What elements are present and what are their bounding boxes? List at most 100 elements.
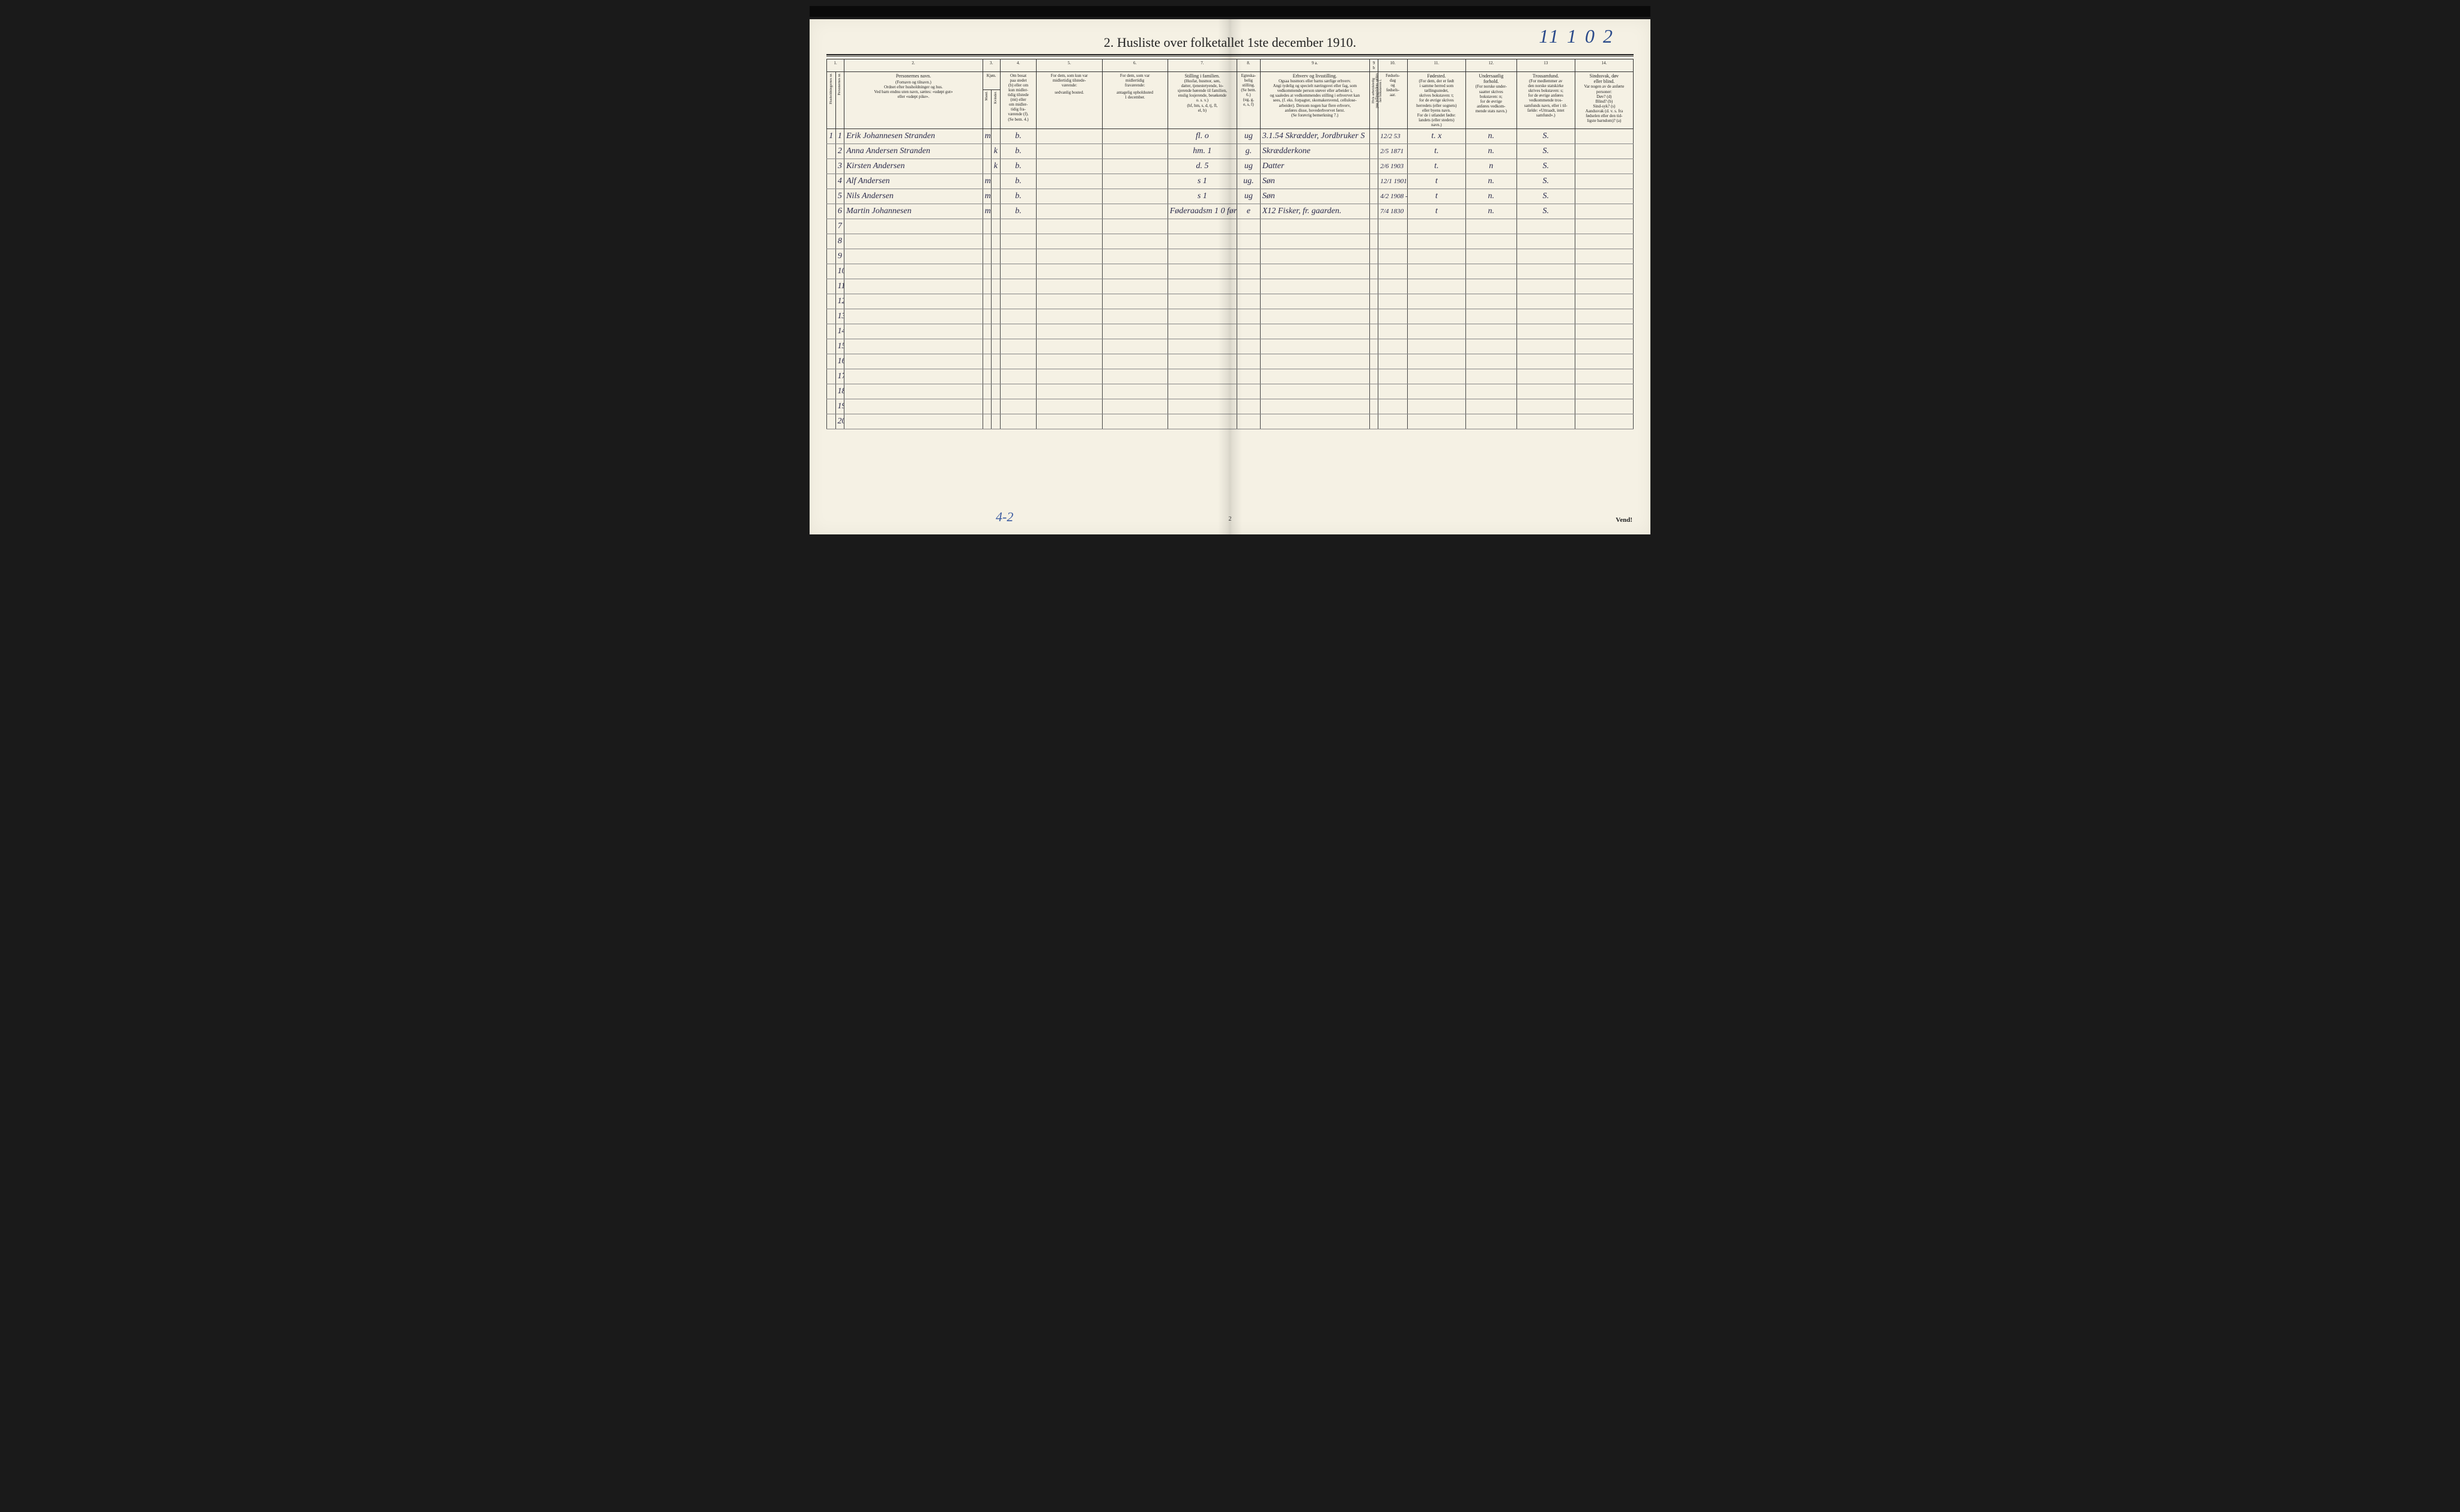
cell-empty bbox=[827, 354, 836, 369]
cell-empty bbox=[1168, 369, 1237, 384]
cell-empty bbox=[1260, 354, 1369, 369]
table-row-empty: 14 bbox=[827, 324, 1634, 339]
cell-empty bbox=[844, 279, 983, 294]
cell-sex-k bbox=[992, 129, 1001, 144]
hdr-marital: Egteska- belig stilling. (Se bem. 6.) (u… bbox=[1237, 72, 1260, 129]
cell-empty bbox=[1037, 279, 1102, 294]
cell-empty bbox=[1102, 294, 1168, 309]
cell-empty bbox=[1378, 249, 1408, 264]
cell-sex-k bbox=[992, 204, 1001, 219]
hdr-sex-m: Mand. bbox=[983, 90, 992, 129]
cell-pn: 12 bbox=[835, 294, 844, 309]
cell-empty bbox=[1000, 264, 1037, 279]
colnum-14: 14. bbox=[1575, 59, 1633, 72]
cell-empty bbox=[1000, 309, 1037, 324]
cell-empty bbox=[1037, 309, 1102, 324]
cell-family-pos: s 1 bbox=[1168, 189, 1237, 204]
cell-employ bbox=[1369, 189, 1378, 204]
cell-empty bbox=[983, 369, 992, 384]
cell-empty bbox=[1237, 294, 1260, 309]
cell-empty bbox=[1465, 369, 1516, 384]
cell-empty bbox=[1407, 264, 1465, 279]
page-wrapper: 11 1 0 2 2. Husliste over folketallet 1s… bbox=[805, 0, 1655, 552]
cell-empty bbox=[1516, 309, 1575, 324]
cell-empty bbox=[1168, 279, 1237, 294]
cell-empty bbox=[1575, 399, 1633, 414]
cell-empty bbox=[844, 234, 983, 249]
cell-empty bbox=[1102, 369, 1168, 384]
cell-marital: ug bbox=[1237, 129, 1260, 144]
cell-empty bbox=[1000, 384, 1037, 399]
cell-religion: S. bbox=[1516, 159, 1575, 174]
column-number-row: 1. 2. 3. 4. 5. 6. 7. 8. 9 a. 9 b 10. 11.… bbox=[827, 59, 1634, 72]
cell-empty bbox=[1168, 249, 1237, 264]
cell-religion: S. bbox=[1516, 204, 1575, 219]
cell-empty bbox=[1237, 399, 1260, 414]
cell-empty bbox=[1407, 279, 1465, 294]
cell-empty bbox=[992, 354, 1001, 369]
cell-pn: 8 bbox=[835, 234, 844, 249]
cell-away bbox=[1037, 174, 1102, 189]
table-row: 6Martin Johannesenmb.Føderaadsm 1 0 føre… bbox=[827, 204, 1634, 219]
cell-empty bbox=[1037, 399, 1102, 414]
cell-empty bbox=[1037, 339, 1102, 354]
cell-family-pos: Føderaadsm 1 0 før bbox=[1168, 204, 1237, 219]
cell-infirm bbox=[1575, 159, 1633, 174]
cell-empty bbox=[1516, 249, 1575, 264]
cell-family-pos: d. 5 bbox=[1168, 159, 1237, 174]
cell-empty bbox=[1575, 264, 1633, 279]
cell-empty bbox=[827, 399, 836, 414]
cell-empty bbox=[1378, 234, 1408, 249]
cell-empty bbox=[1168, 264, 1237, 279]
cell-empty bbox=[983, 309, 992, 324]
cell-empty bbox=[1575, 324, 1633, 339]
cell-marital: ug bbox=[1237, 189, 1260, 204]
cell-empty bbox=[1168, 399, 1237, 414]
colnum-9a: 9 a. bbox=[1260, 59, 1369, 72]
cell-empty bbox=[1102, 414, 1168, 429]
cell-name: Kirsten Andersen bbox=[844, 159, 983, 174]
cell-pn: 13 bbox=[835, 309, 844, 324]
cell-residence: b. bbox=[1000, 189, 1037, 204]
table-row: 11Erik Johannesen Strandenmb.fl. oug3.1.… bbox=[827, 129, 1634, 144]
cell-empty bbox=[1102, 219, 1168, 234]
cell-empty bbox=[1037, 234, 1102, 249]
cell-marital: g. bbox=[1237, 144, 1260, 159]
binding-strip bbox=[810, 6, 1650, 17]
cell-empty bbox=[1575, 414, 1633, 429]
cell-empty bbox=[1465, 219, 1516, 234]
cell-sex-m: m bbox=[983, 189, 992, 204]
cell-empty bbox=[983, 279, 992, 294]
cell-hh: 1 bbox=[827, 129, 836, 144]
cell-empty bbox=[1516, 414, 1575, 429]
table-row-empty: 7 bbox=[827, 219, 1634, 234]
cell-empty bbox=[1378, 324, 1408, 339]
cell-name: Erik Johannesen Stranden bbox=[844, 129, 983, 144]
table-row: 2Anna Andersen Strandenkb.hm. 1g.Skrædde… bbox=[827, 144, 1634, 159]
cell-citizen: n. bbox=[1465, 174, 1516, 189]
cell-empty bbox=[1102, 354, 1168, 369]
table-row-empty: 18 bbox=[827, 384, 1634, 399]
cell-empty bbox=[1516, 369, 1575, 384]
cell-employ bbox=[1369, 204, 1378, 219]
cell-empty bbox=[1369, 234, 1378, 249]
cell-birthplace: t bbox=[1407, 204, 1465, 219]
cell-empty bbox=[1000, 414, 1037, 429]
cell-empty bbox=[1369, 279, 1378, 294]
cell-sex-k: k bbox=[992, 159, 1001, 174]
cell-empty bbox=[827, 339, 836, 354]
handwritten-top-number: 11 1 0 2 bbox=[1539, 25, 1614, 47]
cell-occupation: Søn bbox=[1260, 189, 1369, 204]
hdr-temp-absent: For dem, som var midlertidig fraværende:… bbox=[1102, 72, 1168, 129]
cell-birthplace: t bbox=[1407, 189, 1465, 204]
cell-empty bbox=[983, 294, 992, 309]
cell-empty bbox=[1237, 324, 1260, 339]
cell-absent bbox=[1102, 159, 1168, 174]
cell-empty bbox=[1237, 309, 1260, 324]
header-row: Husholdningernes nr. Personernes nr. Per… bbox=[827, 72, 1634, 90]
cell-empty bbox=[1575, 354, 1633, 369]
cell-empty bbox=[1575, 294, 1633, 309]
cell-religion: S. bbox=[1516, 144, 1575, 159]
cell-employ bbox=[1369, 159, 1378, 174]
cell-empty bbox=[1168, 294, 1237, 309]
